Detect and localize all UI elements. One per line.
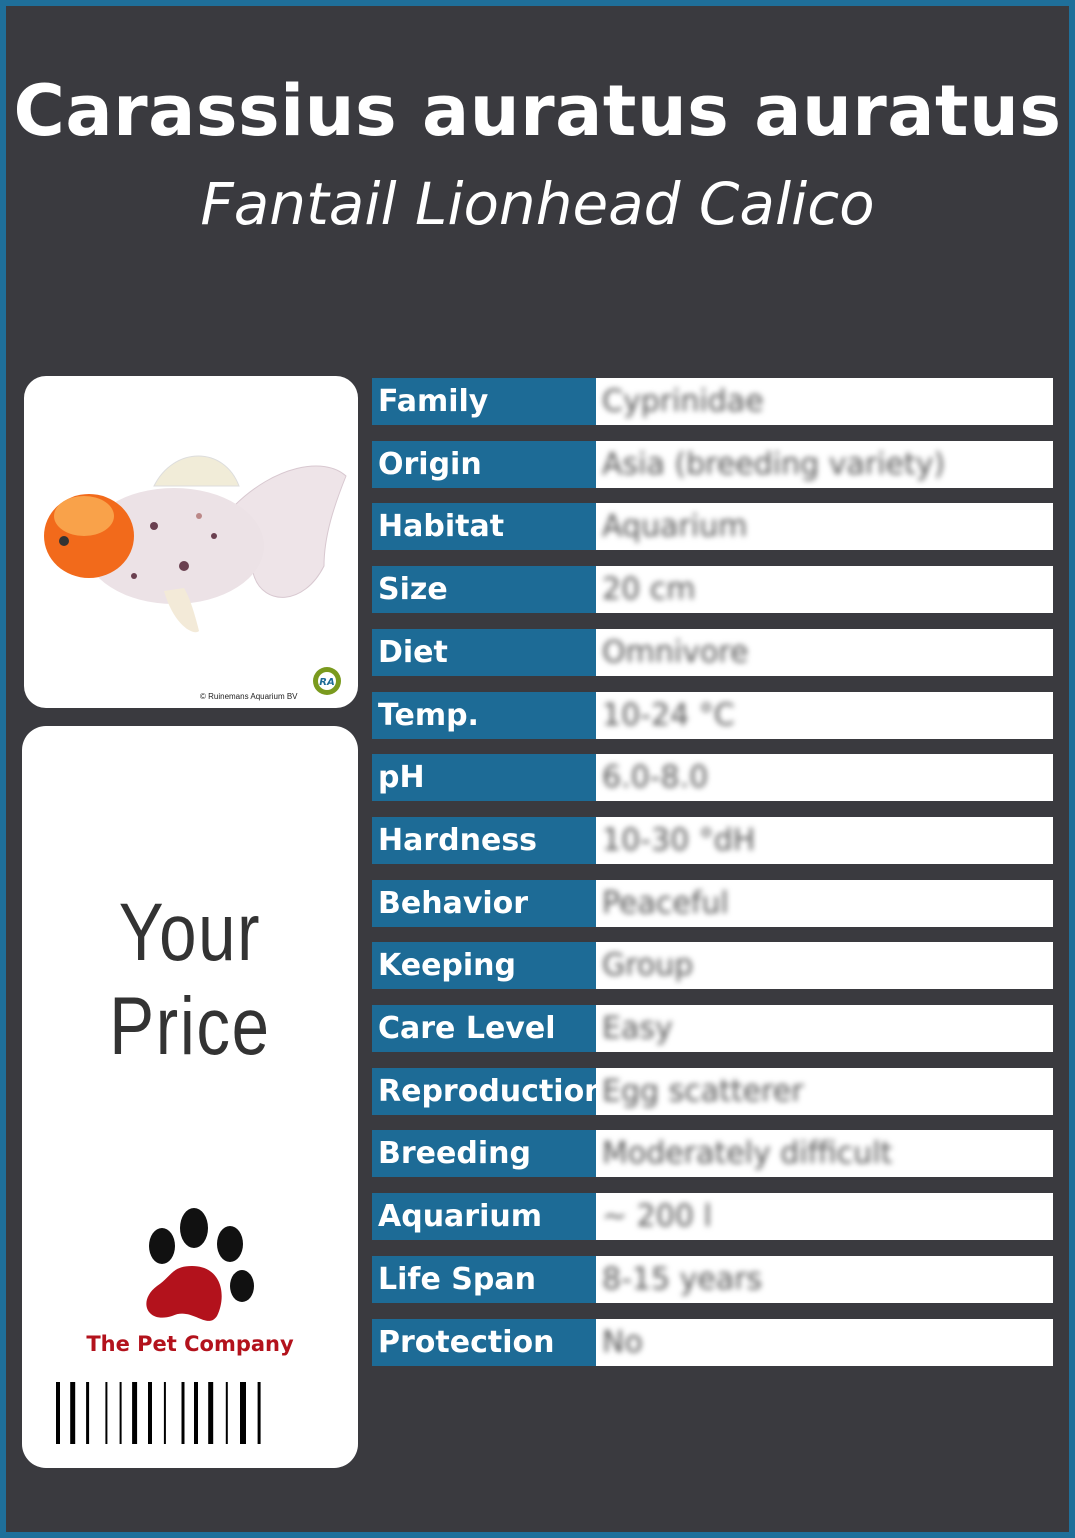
fact-label: Diet bbox=[372, 628, 596, 676]
fact-value: 6.0-8.0 bbox=[596, 754, 1053, 802]
company-name: The Pet Company bbox=[86, 1332, 294, 1356]
fact-value: ~ 200 l bbox=[596, 1193, 1053, 1241]
ruinemans-logo: RA bbox=[313, 667, 341, 695]
fact-row: Origin Asia (breeding variety) bbox=[372, 440, 1053, 488]
fact-label: Habitat bbox=[372, 503, 596, 551]
paw-logo-icon bbox=[146, 1208, 254, 1321]
fact-value: Moderately difficult bbox=[596, 1130, 1053, 1178]
barcode-bar bbox=[194, 1382, 198, 1444]
fact-row: pH 6.0-8.0 bbox=[372, 754, 1053, 802]
fact-value: 20 cm bbox=[596, 566, 1053, 614]
fact-value: No bbox=[596, 1318, 1053, 1366]
price-panel: Your Price The Pet Company bbox=[22, 726, 358, 1468]
fact-label: Care Level bbox=[372, 1005, 596, 1052]
svg-text:RA: RA bbox=[319, 677, 334, 688]
fact-value-text: 10-30 °dH bbox=[602, 822, 756, 858]
fact-label: Temp. bbox=[372, 691, 596, 739]
fact-label: Keeping bbox=[372, 942, 596, 990]
goldfish-image bbox=[44, 455, 347, 633]
barcode-bar bbox=[105, 1382, 108, 1444]
fact-value-text: 8-15 years bbox=[602, 1261, 763, 1297]
fact-row: Life Span 8-15 years bbox=[372, 1255, 1053, 1303]
fact-row: Habitat Aquarium bbox=[372, 503, 1053, 551]
barcode-bar bbox=[163, 1382, 166, 1444]
fact-value: Peaceful bbox=[596, 879, 1053, 927]
fact-row: Aquarium ~ 200 l bbox=[372, 1193, 1053, 1241]
fact-label: Breeding bbox=[372, 1130, 596, 1178]
photo-credit: © Ruinemans Aquarium BV bbox=[200, 692, 298, 701]
fact-row: Behavior Peaceful bbox=[372, 879, 1053, 927]
fact-value-text: Omnivore bbox=[602, 634, 749, 670]
fact-row: Size 20 cm bbox=[372, 566, 1053, 614]
fact-value-text: Peaceful bbox=[602, 885, 729, 921]
barcode-bar bbox=[86, 1382, 90, 1444]
fact-value-text: Moderately difficult bbox=[602, 1136, 893, 1172]
fact-row: Family Cyprinidae bbox=[372, 378, 1053, 425]
fact-value: 8-15 years bbox=[596, 1255, 1053, 1303]
barcode-bar bbox=[240, 1382, 246, 1444]
barcode-icon bbox=[56, 1382, 261, 1444]
fact-label: Hardness bbox=[372, 816, 596, 864]
fact-row: Hardness 10-30 °dH bbox=[372, 816, 1053, 864]
fact-value-text: 6.0-8.0 bbox=[602, 760, 709, 796]
price-label: Your Price bbox=[109, 887, 271, 1072]
fact-value-text: ~ 200 l bbox=[602, 1199, 712, 1235]
fact-value: Asia (breeding variety) bbox=[596, 440, 1053, 488]
fish-photo: RA © Ruinemans Aquarium BV bbox=[24, 376, 358, 708]
fact-label: Life Span bbox=[372, 1255, 596, 1303]
barcode-bar bbox=[70, 1382, 76, 1444]
fact-value: Easy bbox=[596, 1005, 1053, 1052]
scientific-name: Carassius auratus auratus bbox=[13, 70, 1062, 152]
fact-value-text: No bbox=[602, 1324, 643, 1360]
fact-label: Reproduction bbox=[372, 1067, 596, 1115]
barcode-bar bbox=[225, 1382, 228, 1444]
fact-label: Size bbox=[372, 566, 596, 614]
barcode-bar bbox=[56, 1382, 60, 1444]
fact-value-text: 10-24 °C bbox=[602, 697, 735, 733]
fact-value: 10-24 °C bbox=[596, 691, 1053, 739]
fact-value: 10-30 °dH bbox=[596, 816, 1053, 864]
barcode-bar bbox=[257, 1382, 261, 1444]
fact-row: Diet Omnivore bbox=[372, 628, 1053, 676]
fact-label: Aquarium bbox=[372, 1193, 596, 1241]
fact-row: Keeping Group bbox=[372, 942, 1053, 990]
fact-label: Behavior bbox=[372, 879, 596, 927]
barcode-bar bbox=[181, 1382, 185, 1444]
fact-row: Protection No bbox=[372, 1318, 1053, 1366]
common-name: Fantail Lionhead Calico bbox=[200, 170, 875, 238]
barcode-bar bbox=[132, 1382, 138, 1444]
fact-row: Reproduction Egg scatterer bbox=[372, 1067, 1053, 1115]
fact-value-text: 20 cm bbox=[602, 572, 696, 608]
fact-value-text: Group bbox=[602, 948, 694, 984]
fact-value: Egg scatterer bbox=[596, 1067, 1053, 1115]
fact-value-text: Easy bbox=[602, 1011, 673, 1046]
fact-value-text: Aquarium bbox=[602, 509, 748, 545]
barcode-bar bbox=[208, 1382, 214, 1444]
fact-label: pH bbox=[372, 754, 596, 802]
fact-row: Temp. 10-24 °C bbox=[372, 691, 1053, 739]
fact-value: Omnivore bbox=[596, 628, 1053, 676]
barcode-bar bbox=[148, 1382, 152, 1444]
fact-value-text: Egg scatterer bbox=[602, 1073, 804, 1109]
fact-row: Care Level Easy bbox=[372, 1005, 1053, 1052]
fact-value-text: Cyprinidae bbox=[602, 384, 764, 419]
barcode-bar bbox=[119, 1382, 122, 1444]
fact-row: Breeding Moderately difficult bbox=[372, 1130, 1053, 1178]
fact-value: Aquarium bbox=[596, 503, 1053, 551]
fact-label: Family bbox=[372, 378, 596, 425]
fact-value: Cyprinidae bbox=[596, 378, 1053, 425]
fact-label: Protection bbox=[372, 1318, 596, 1366]
fact-label: Origin bbox=[372, 440, 596, 488]
fact-value-text: Asia (breeding variety) bbox=[602, 446, 946, 482]
fact-value: Group bbox=[596, 942, 1053, 990]
